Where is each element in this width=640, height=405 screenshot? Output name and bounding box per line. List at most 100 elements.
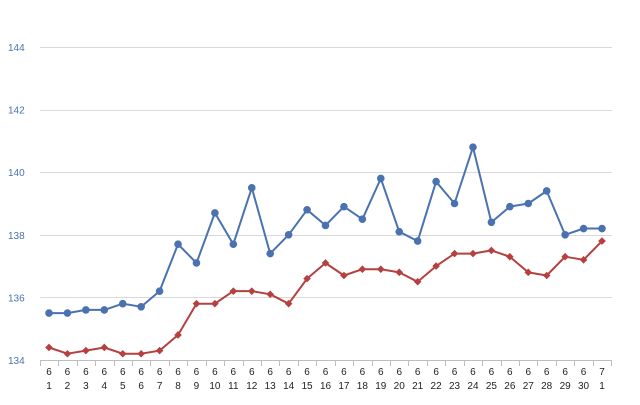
data-point [247,287,256,295]
x-tick-label-month: 6 [341,367,347,378]
data-point [82,346,90,355]
x-tick-label-day: 24 [467,381,479,392]
data-point [561,231,569,239]
axis-layer: 1341361381401421446162636465666768696106… [8,43,612,392]
x-tick-label-month: 6 [378,367,384,378]
data-point [432,177,440,186]
series-1 [45,143,606,317]
data-point [137,302,145,311]
data-point [579,224,588,233]
x-tick-label-day: 21 [412,381,424,392]
data-point [118,349,127,358]
data-point [432,262,440,270]
x-tick-label-day: 20 [394,381,406,392]
data-point [155,287,164,295]
x-tick-label-month: 6 [360,367,366,378]
data-point [321,259,330,267]
data-point [506,252,514,261]
y-tick-label: 144 [8,43,25,54]
data-point [211,209,219,217]
data-point [63,349,72,358]
x-tick-label-day: 27 [523,381,535,392]
x-tick-label-month: 6 [452,367,458,378]
data-point [524,268,533,277]
x-tick-label-month: 6 [175,367,181,378]
x-tick-label-day: 29 [560,381,572,392]
x-tick-label-day: 28 [541,381,553,392]
data-point [118,299,127,308]
x-tick-label-month: 6 [433,367,439,378]
x-tick-label-day: 26 [504,381,516,392]
data-point [358,215,367,223]
x-tick-label-day: 4 [102,381,108,392]
x-tick-label-day: 18 [357,381,369,392]
x-tick-label-month: 6 [507,367,513,378]
x-tick-label-month: 6 [286,367,292,378]
x-tick-label-day: 3 [83,381,89,392]
x-tick-label-month: 6 [415,367,421,378]
x-tick-label-month: 6 [138,367,144,378]
data-point [413,237,422,245]
data-point [192,259,201,267]
data-point [266,249,275,258]
data-point [579,256,588,264]
x-tick-label-month: 6 [396,367,402,378]
x-tick-label-month: 6 [65,367,71,378]
data-point [340,271,348,280]
x-tick-label-month: 6 [212,367,218,378]
data-point [542,187,551,195]
data-point [303,274,311,283]
data-point [469,249,477,258]
data-point [487,218,496,227]
x-tick-label-day: 14 [283,381,295,392]
x-tick-label-day: 1 [599,381,605,392]
x-tick-label-day: 13 [265,381,277,392]
data-point [321,221,330,230]
x-tick-label-month: 6 [194,367,200,378]
data-point [395,268,404,277]
x-tick-label-day: 25 [486,381,498,392]
data-point [174,331,182,339]
data-point [155,346,164,355]
x-tick-label-day: 9 [194,381,200,392]
data-point [487,246,496,255]
data-point [395,227,404,236]
data-point [247,184,256,192]
data-point [598,224,606,233]
x-tick-label-day: 11 [228,381,239,392]
x-tick-label-day: 30 [578,381,590,392]
data-point [100,343,109,352]
x-tick-label-month: 6 [157,367,163,378]
x-tick-label-day: 6 [138,381,144,392]
x-tick-label-day: 16 [320,381,332,392]
x-tick-label-day: 1 [46,381,52,392]
x-tick-label-month: 6 [581,367,587,378]
x-tick-label-month: 6 [544,367,550,378]
series-layer [45,143,606,358]
x-tick-label-month: 6 [231,367,237,378]
data-point [211,299,219,308]
x-tick-label-day: 19 [375,381,387,392]
data-point [137,349,145,358]
data-point [450,249,459,258]
data-point [377,265,385,274]
data-point [542,271,551,280]
data-point [303,205,311,214]
x-tick-label-day: 23 [449,381,461,392]
data-point [358,265,367,274]
series-2 [45,237,606,358]
x-tick-label-month: 6 [489,367,495,378]
y-tick-label: 134 [8,356,25,367]
data-point [192,299,201,308]
x-tick-label-day: 5 [120,381,126,392]
x-tick-label-month: 6 [323,367,329,378]
data-point [45,343,53,352]
x-tick-label-month: 6 [120,367,126,378]
grid-layer [40,47,612,298]
x-tick-label-month: 6 [304,367,310,378]
x-tick-label-month: 6 [249,367,255,378]
y-tick-label: 140 [8,168,25,179]
y-tick-label: 138 [8,231,25,242]
